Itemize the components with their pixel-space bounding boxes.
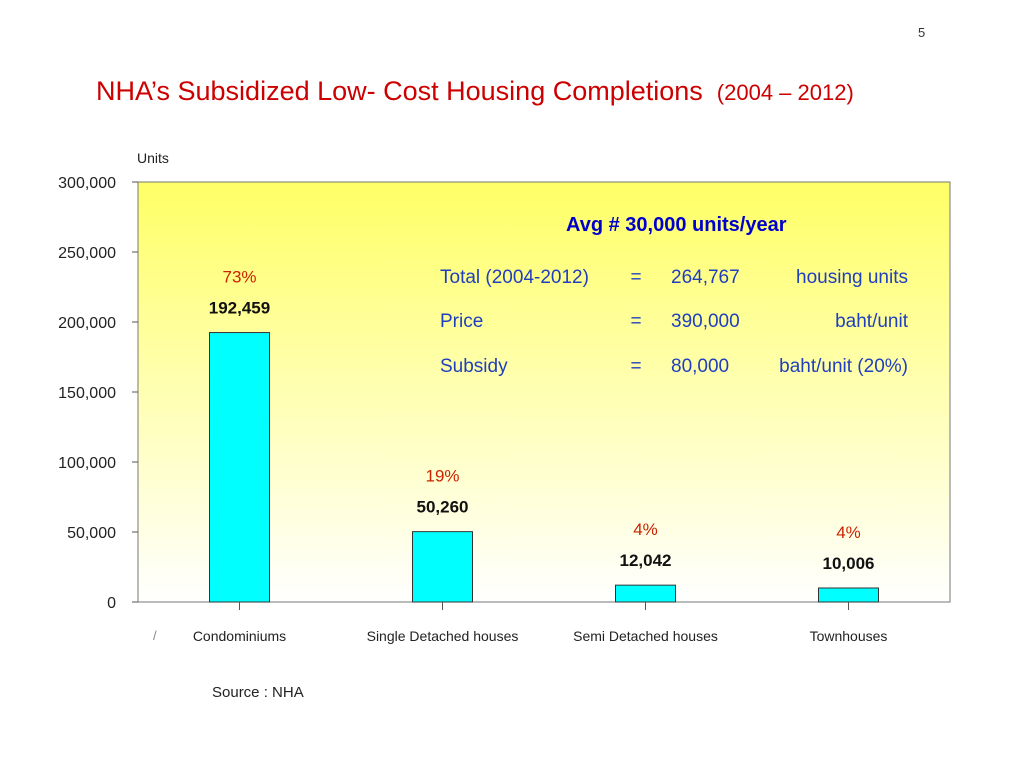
y-tick-label: 150,000 <box>58 385 116 402</box>
title-years: (2004 – 2012) <box>716 80 854 105</box>
y-tick-label: 250,000 <box>58 245 116 262</box>
info-row-label: Total (2004-2012) <box>440 267 589 288</box>
x-tick-label: Condominiums <box>193 628 286 644</box>
info-row-label: Price <box>440 311 483 332</box>
bar-percent-label: 73% <box>222 268 256 287</box>
bar-percent-label: 4% <box>633 520 658 539</box>
bar-value-label: 192,459 <box>209 299 270 318</box>
y-tick-label: 300,000 <box>58 175 116 192</box>
bar-percent-label: 19% <box>425 467 459 486</box>
info-row-value: 390,000 <box>671 311 740 332</box>
info-row-label: Subsidy <box>440 356 508 377</box>
bar-percent-label: 4% <box>836 523 861 542</box>
slide-title: NHA’s Subsidized Low- Cost Housing Compl… <box>96 76 854 107</box>
bar-value-label: 50,260 <box>417 498 469 517</box>
y-tick-label: 50,000 <box>67 525 116 542</box>
y-tick-label: 200,000 <box>58 315 116 332</box>
info-row-equals: = <box>630 311 641 332</box>
info-row-equals: = <box>630 356 641 377</box>
bar-value-label: 12,042 <box>620 551 672 570</box>
info-row-value: 264,767 <box>671 267 740 288</box>
bars-group: 192,459 73% 50,260 19% 12,042 4% 10,006 4% <box>209 268 879 603</box>
source-note: Source : NHA <box>212 684 304 701</box>
y-tick-label: 100,000 <box>58 455 116 472</box>
bar <box>615 584 676 603</box>
info-box: Total (2004-2012) = 264,767 housing units Pr… <box>440 267 909 377</box>
info-row-equals: = <box>630 267 641 288</box>
bar <box>412 531 473 603</box>
plot-area <box>137 181 951 603</box>
avg-annotation: Avg # 30,000 units/year <box>566 214 787 236</box>
y-tick-label: 0 <box>107 595 116 612</box>
info-row-unit: baht/unit (20%) <box>779 356 908 377</box>
info-row-value: 80,000 <box>671 356 729 377</box>
y-axis: 0 50,000 100,000 150,000 200,000 250,000 300,0… <box>58 175 138 612</box>
x-tick-label: Semi Detached houses <box>573 628 718 644</box>
info-row-unit: housing units <box>796 267 908 288</box>
x-axis: Condominiums Single Detached houses Semi D… <box>193 602 888 644</box>
x-tick-label: Townhouses <box>810 628 888 644</box>
page-number: 5 <box>918 25 926 40</box>
bar-value-label: 10,006 <box>823 554 875 573</box>
bar <box>818 587 879 603</box>
bar <box>209 332 270 603</box>
info-row-unit: baht/unit <box>835 311 909 332</box>
y-axis-label: Units <box>137 150 169 166</box>
x-tick-label: Single Detached houses <box>367 628 519 644</box>
title-text: NHA’s Subsidized Low- Cost Housing Compl… <box>96 76 703 106</box>
stray-mark: / <box>153 628 157 643</box>
